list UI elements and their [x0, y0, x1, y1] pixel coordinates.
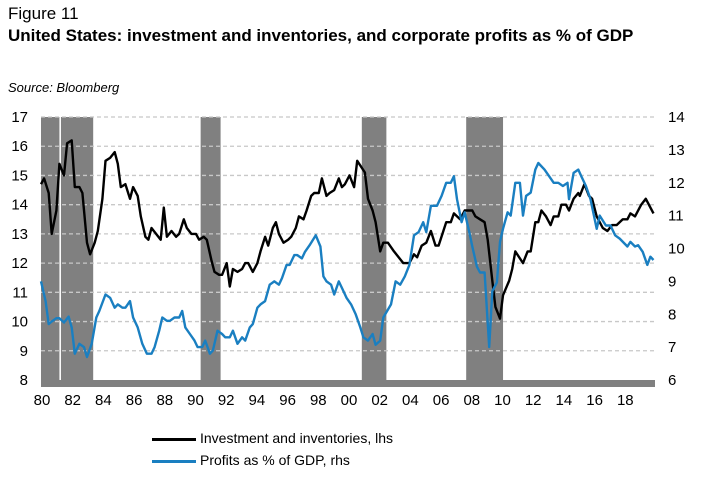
x-tick-label: 86: [126, 392, 143, 409]
y-right-tick-label: 9: [668, 273, 676, 290]
x-axis: [41, 380, 655, 387]
x-tick-label: 96: [279, 392, 296, 409]
y-right-tick-label: 7: [668, 339, 676, 356]
x-tick-label: 08: [463, 392, 480, 409]
x-tick-label: 14: [556, 392, 573, 409]
gridlines: [41, 116, 655, 352]
series-lines: [39, 139, 655, 359]
chart-source: Source: Bloomberg: [8, 80, 120, 95]
x-tick-label: 92: [218, 392, 235, 409]
y-left-tick-label: 17: [11, 109, 28, 126]
chart-title: United States: investment and inventorie…: [8, 26, 634, 45]
x-tick-label: 10: [494, 392, 511, 409]
x-tick-label: 16: [586, 392, 603, 409]
x-tick-label: 98: [310, 392, 327, 409]
legend-label: Profits as % of GDP, rhs: [200, 452, 350, 468]
y-right-tick-label: 11: [668, 208, 684, 225]
y-right-tick-label: 12: [668, 175, 685, 192]
y-left-tick-label: 14: [11, 197, 28, 214]
recession-bar: [200, 117, 221, 380]
x-tick-label: 84: [95, 392, 112, 409]
legend-label: Investment and inventories, lhs: [200, 430, 393, 446]
y-left-tick-label: 15: [11, 167, 28, 184]
y-right-tick-label: 8: [668, 306, 676, 323]
y-left-tick-label: 8: [20, 372, 28, 389]
x-tick-label: 90: [187, 392, 204, 409]
recession-bar: [41, 117, 60, 380]
x-tick-label: 18: [617, 392, 634, 409]
figure-number: Figure 11: [8, 4, 79, 23]
x-tick-label: 02: [371, 392, 388, 409]
x-tick-label: 88: [156, 392, 173, 409]
series-line-investment: [39, 139, 655, 320]
y-right-tick-label: 13: [668, 142, 685, 159]
y-left-tick-label: 12: [11, 255, 28, 272]
x-tick-label: 80: [34, 392, 51, 409]
x-tick-label: 94: [249, 392, 266, 409]
legend-item-investment: Investment and inventories, lhs: [152, 430, 393, 446]
series-line-profits: [39, 161, 655, 359]
y-right-tick-label: 6: [668, 372, 676, 389]
x-axis-line: [41, 380, 655, 387]
y-left-tick-label: 11: [12, 284, 28, 301]
x-tick-label: 04: [402, 392, 419, 409]
x-tick-label: 06: [433, 392, 450, 409]
y-left-tick-label: 16: [11, 138, 28, 155]
legend-swatch-blue: [152, 459, 196, 463]
legend-item-profits: Profits as % of GDP, rhs: [152, 452, 350, 468]
x-tick-label: 12: [525, 392, 542, 409]
y-left-tick-label: 10: [11, 314, 28, 331]
y-left-tick-label: 13: [11, 226, 28, 243]
y-right-tick-label: 14: [668, 109, 685, 126]
y-left-tick-label: 9: [20, 343, 28, 360]
x-tick-label: 82: [64, 392, 81, 409]
tick-labels: 8 9 10 11 12 13 14 15 16 17 6 7 8 9 10 11 12 13 14 80 82 84 86…: [11, 109, 684, 409]
x-tick-label: 00: [341, 392, 358, 409]
y-right-tick-label: 10: [668, 241, 685, 258]
legend-swatch-black: [152, 437, 196, 441]
